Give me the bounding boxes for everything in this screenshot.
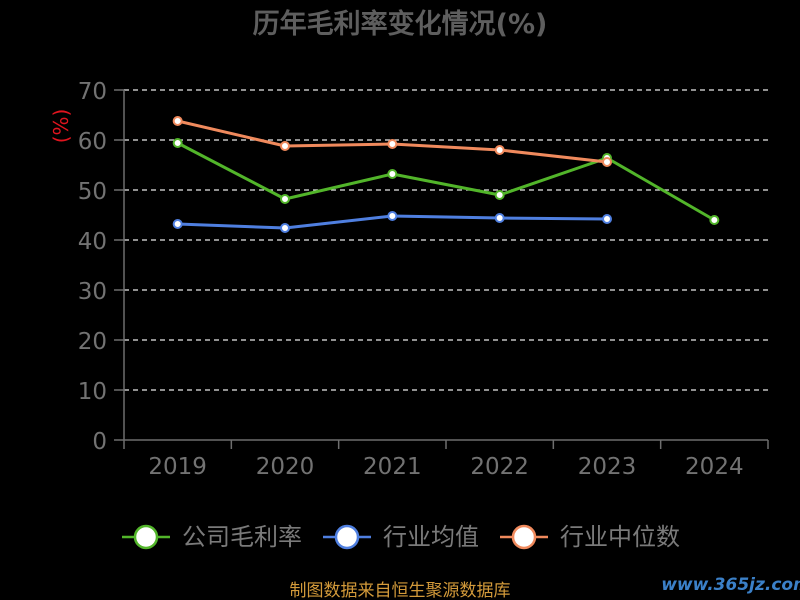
legend-item-industry-average[interactable]: 行业均值 (323, 523, 479, 551)
chart-title: 历年毛利率变化情况(%) (253, 8, 548, 40)
data-point-series-0 (709, 215, 720, 225)
legend[interactable]: 公司毛利率 行业均值 行业中位数 (122, 523, 680, 551)
x-tick-labels: 2019 2020 2021 2022 2023 2024 (148, 454, 743, 480)
data-point-series-1 (280, 223, 290, 233)
series-group (172, 116, 720, 233)
data-point-series-0 (172, 138, 183, 148)
series-line-0 (176, 141, 716, 222)
y-tick-label: 70 (78, 79, 107, 105)
axes (114, 89, 769, 449)
data-point-series-2 (280, 141, 290, 151)
data-point-series-2 (494, 145, 505, 155)
x-tick-label: 2019 (148, 454, 207, 480)
data-point-series-2 (172, 116, 183, 126)
legend-marker-icon (334, 524, 360, 550)
x-tick-label: 2020 (256, 454, 315, 480)
x-tick-label: 2022 (470, 454, 529, 480)
source-footer: 制图数据来自恒生聚源数据库 (290, 581, 511, 600)
data-point-series-2 (387, 139, 398, 149)
legend-marker-icon (511, 524, 537, 550)
y-tick-label: 10 (78, 379, 107, 405)
watermark: www.365jz.com (661, 575, 800, 595)
y-tick-label: 20 (78, 329, 107, 355)
y-tick-labels: 0 10 20 30 40 50 60 70 (78, 79, 107, 455)
y-tick-label: 0 (92, 429, 107, 455)
y-tick-label: 60 (78, 129, 107, 155)
data-point-series-1 (494, 213, 505, 223)
data-point-series-2 (602, 157, 612, 167)
data-point-series-0 (494, 190, 505, 200)
data-point-series-1 (172, 219, 183, 229)
legend-item-industry-median[interactable]: 行业中位数 (500, 523, 680, 551)
data-point-series-1 (387, 211, 398, 221)
data-point-series-0 (280, 194, 290, 204)
y-tick-label: 40 (78, 229, 107, 255)
x-tick-label: 2021 (363, 454, 422, 480)
legend-marker-icon (133, 524, 159, 550)
legend-label: 公司毛利率 (182, 523, 302, 551)
y-tick-label: 30 (78, 279, 107, 305)
legend-label: 行业中位数 (560, 523, 680, 551)
y-tick-label: 50 (78, 179, 107, 205)
data-point-series-0 (387, 169, 398, 179)
x-tick-label: 2023 (578, 454, 637, 480)
x-tick-label: 2024 (685, 454, 744, 480)
data-point-series-1 (602, 214, 612, 224)
y-axis-label: (%) (49, 109, 73, 144)
legend-item-company[interactable]: 公司毛利率 (122, 523, 302, 551)
legend-label: 行业均值 (383, 523, 479, 551)
